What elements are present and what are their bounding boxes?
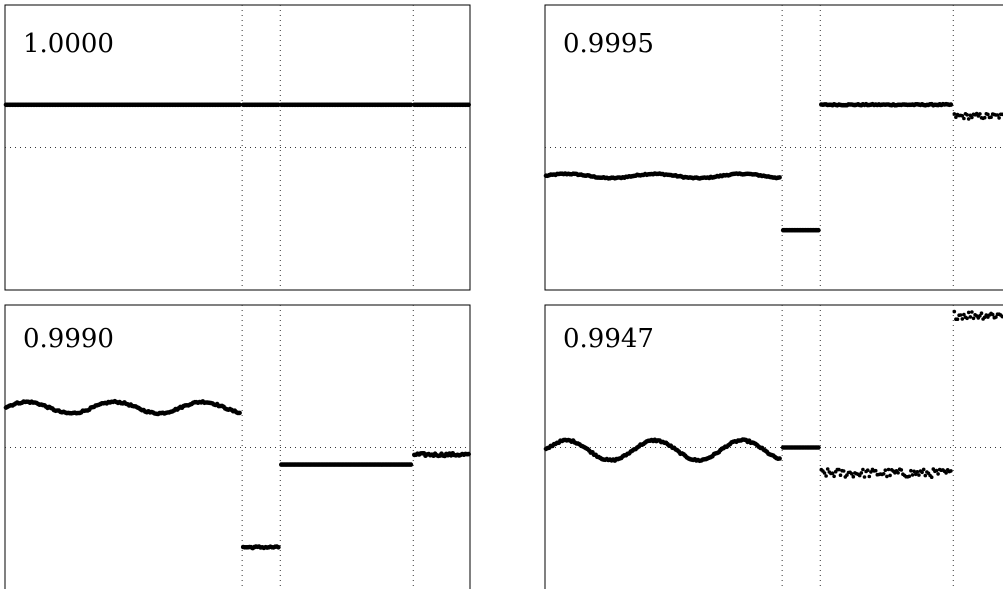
data-point [921,467,926,472]
data-point [886,467,891,472]
panel-label: 0.9990 [23,324,114,354]
data-point [816,227,821,233]
data-point [862,475,867,479]
data-point [958,313,963,317]
data-point [936,472,940,476]
data-point [934,468,939,473]
data-point [851,474,856,479]
data-point [237,102,242,108]
data-point [865,468,870,472]
data-point [408,102,414,108]
data-point [824,474,828,478]
data-point [276,545,281,550]
data-point [845,473,849,477]
data-point [978,112,982,116]
data-point [944,471,948,475]
data-point [896,471,900,475]
data-point [995,113,1000,117]
data-point [408,462,414,467]
data-point [970,310,974,314]
data-point [920,470,924,475]
data-point [830,471,835,475]
data-point [915,470,920,474]
data-point [970,115,974,120]
data-point [965,113,969,117]
data-point [466,451,472,457]
panel-label: 0.9947 [563,324,654,354]
data-point [857,473,862,478]
data-point [910,473,915,477]
data-point [965,316,969,321]
panel-label: 0.9995 [563,29,654,59]
data-points [543,309,1003,479]
data-point [822,471,827,475]
data-point [888,473,892,478]
data-point [838,473,843,477]
data-point [954,115,958,119]
data-point [859,471,864,475]
data-point [825,467,830,471]
data-points [3,102,472,108]
data-point [841,469,846,473]
data-point [237,410,242,416]
panel-label: 1.0000 [23,29,114,59]
data-point [861,467,865,472]
data-point [968,315,973,319]
panel-top-right: 0.9995 [543,4,1003,291]
data-point [986,112,990,117]
data-point [966,310,971,315]
data-point [971,316,976,321]
data-point [952,112,957,116]
data-point [909,468,913,473]
data-point [966,117,971,121]
panel-bottom-right: 0.9947 [543,304,1003,589]
data-point [873,468,878,473]
data-point [948,102,954,107]
data-points [3,398,472,551]
data-point [989,115,993,119]
data-point [978,314,982,318]
data-point [837,467,841,472]
data-point [885,474,889,479]
data-point [466,102,472,108]
data-point [867,474,872,479]
data-point [997,116,1001,120]
data-point [912,469,916,474]
data-point [952,309,957,314]
data-point [955,317,960,321]
data-point [949,469,953,473]
data-point [979,311,984,315]
data-point [832,474,836,479]
data-point [982,115,987,120]
data-point [777,175,782,180]
panel-top-left: 1.0000 [3,4,472,291]
data-points [543,101,1003,233]
data-point [960,317,965,321]
data-point [917,473,921,477]
data-point [907,474,912,479]
data-point [899,468,904,472]
data-point [923,473,928,478]
data-point [881,472,886,476]
data-point [994,315,998,319]
data-point [960,114,965,118]
data-point [849,472,854,476]
data-point [962,116,966,121]
data-point [990,312,995,317]
data-point [777,456,782,461]
data-point [962,312,966,317]
data-point [929,475,934,479]
panel-bottom-left: 0.9990 [3,304,472,589]
data-point [883,468,888,472]
data-point [816,445,821,450]
